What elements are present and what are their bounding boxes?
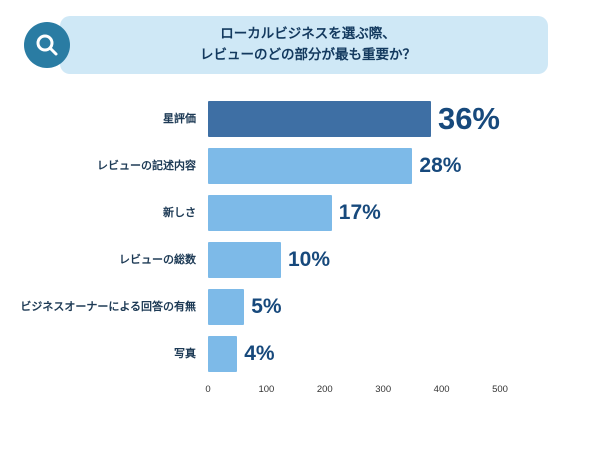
percent-label: 10% — [288, 248, 331, 272]
plot-area: 5% — [208, 289, 500, 326]
x-axis: 0 100 200 300 400 500 — [205, 383, 508, 400]
plot-area: 17% — [208, 195, 500, 232]
plot-area: 4% — [208, 336, 500, 373]
chart-row: レビューの記述内容 28% — [0, 143, 600, 190]
question-banner: ローカルビジネスを選ぶ際、 レビューのどの部分が最も重要か？ — [60, 16, 548, 74]
question-header: ローカルビジネスを選ぶ際、 レビューのどの部分が最も重要か？ — [0, 0, 600, 74]
x-tick-label: 400 — [433, 383, 450, 395]
bar — [208, 148, 413, 185]
percent-label: 36% — [437, 101, 500, 137]
bar — [208, 101, 431, 138]
percent-label: 17% — [338, 201, 381, 225]
category-label: ビジネスオーナーによる回答の有無 — [20, 300, 196, 313]
question-title-line1: ローカルビジネスを選ぶ際、 — [220, 26, 396, 41]
magnifier-icon — [24, 21, 70, 68]
x-tick-label: 500 — [492, 383, 508, 395]
bar — [208, 289, 245, 326]
chart-row: 新しさ 17% — [0, 190, 600, 237]
chart-row: ビジネスオーナーによる回答の有無 5% — [0, 284, 600, 331]
plot-area: 28% — [208, 148, 500, 185]
x-tick-label: 300 — [375, 383, 392, 395]
chart-row: 星評価 36% — [0, 96, 600, 143]
chart-row: 写真 4% — [0, 331, 600, 378]
category-label: レビューの総数 — [119, 253, 196, 266]
bar — [208, 336, 238, 373]
bar-chart: 星評価 36% レビューの記述内容 28% 新しさ 17% レビューの総数 10% ビジネスオー… — [0, 96, 600, 378]
percent-label: 5% — [251, 295, 282, 319]
plot-area: 10% — [208, 242, 500, 279]
x-tick-label: 200 — [316, 383, 333, 395]
plot-area: 36% — [208, 101, 500, 138]
percent-label: 4% — [244, 342, 275, 366]
x-tick-label: 0 — [205, 383, 211, 395]
bar — [208, 242, 281, 279]
category-label: 写真 — [174, 347, 196, 360]
x-tick-label: 100 — [258, 383, 275, 395]
question-title-line2: レビューのどの部分が最も重要か？ — [200, 46, 416, 62]
bar — [208, 195, 332, 232]
category-label: 新しさ — [163, 206, 196, 219]
category-label: レビューの記述内容 — [97, 159, 196, 172]
chart-row: レビューの総数 10% — [0, 237, 600, 284]
category-label: 星評価 — [163, 112, 196, 125]
percent-label: 28% — [419, 154, 462, 178]
